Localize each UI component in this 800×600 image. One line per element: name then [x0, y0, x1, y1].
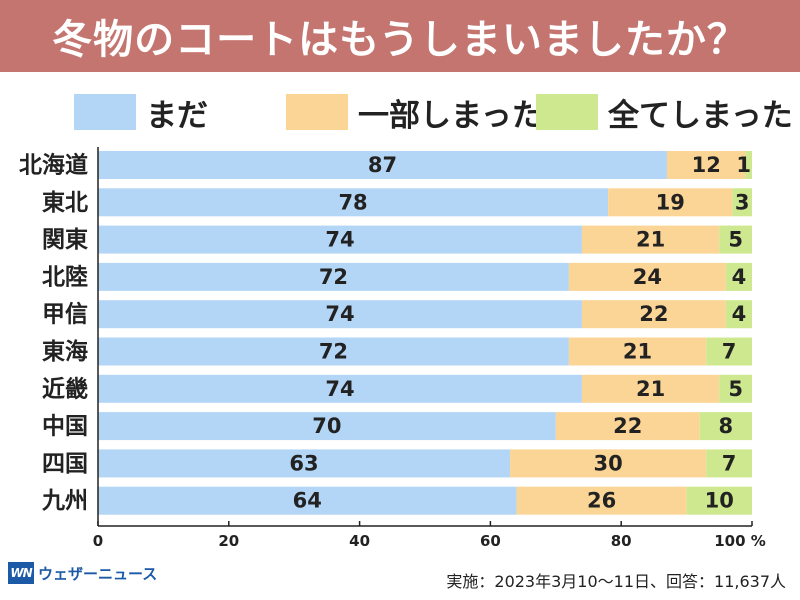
data-label-all: 7	[722, 340, 737, 364]
legend-label-all: 全てしまった	[608, 97, 793, 134]
legend-swatch-partly	[286, 94, 348, 130]
data-label-all: 5	[728, 377, 743, 401]
chart-title: 冬物のコートはもうしまいましたか？	[52, 17, 748, 63]
bar-segment-not-yet	[98, 337, 569, 366]
data-label-all: 3	[735, 190, 750, 214]
category-label: 近畿	[42, 376, 88, 402]
data-label-not-yet: 63	[289, 451, 318, 475]
data-label-all: 4	[732, 265, 747, 289]
bar-segment-all	[719, 225, 752, 254]
legend-item-partly: 一部しまった	[286, 86, 543, 138]
data-label-not-yet: 87	[368, 153, 397, 177]
data-label-not-yet: 72	[319, 340, 348, 364]
bar-segment-partly	[568, 337, 707, 366]
bar-segment-partly	[510, 449, 707, 478]
category-label: 関東	[42, 227, 88, 253]
legend-label-partly: 一部しまった	[358, 97, 543, 134]
bar-segment-all	[732, 188, 752, 217]
data-label-not-yet: 70	[312, 414, 341, 438]
bar-segment-partly	[581, 300, 726, 329]
bar-segment-partly	[666, 151, 746, 179]
data-label-partly: 12	[692, 153, 721, 177]
bar-segment-not-yet	[98, 300, 582, 329]
data-label-partly: 22	[639, 302, 668, 326]
bar-segment-not-yet	[98, 188, 609, 217]
data-label-not-yet: 74	[325, 377, 354, 401]
title-bar: 冬物のコートはもうしまいましたか？	[0, 0, 800, 72]
legend-label-not-yet: まだ	[146, 97, 208, 134]
bar-segment-all	[699, 412, 752, 441]
x-tick-label: 0	[93, 532, 103, 550]
bar-segment-not-yet	[98, 486, 517, 515]
x-tick-label: 40	[349, 532, 370, 550]
category-label: 東海	[42, 338, 88, 365]
bar-segment-all	[725, 300, 752, 329]
data-label-all: 10	[705, 489, 734, 513]
data-label-not-yet: 72	[319, 265, 348, 289]
bar-segment-not-yet	[98, 449, 511, 478]
data-label-partly: 22	[613, 414, 642, 438]
data-label-not-yet: 74	[325, 302, 354, 326]
bar-segment-partly	[581, 374, 720, 403]
bar-segment-all	[686, 486, 752, 515]
x-tick-label: 20	[218, 532, 239, 550]
bar-segment-all	[706, 449, 752, 478]
legend-item-all: 全てしまった	[536, 86, 793, 138]
data-label-partly: 21	[636, 228, 665, 252]
data-label-all: 8	[719, 414, 734, 438]
logo-text: ウェザーニュース	[38, 564, 158, 583]
x-tick-label: 100 %	[714, 532, 766, 550]
x-tick-label: 60	[480, 532, 501, 550]
data-label-not-yet: 74	[325, 228, 354, 252]
bar-segment-partly	[516, 486, 687, 515]
bar-segment-partly	[555, 412, 700, 441]
data-label-not-yet: 78	[338, 190, 367, 214]
bar-segment-all	[725, 262, 752, 291]
bar-segment-all	[706, 337, 752, 366]
bar-segment-all	[745, 151, 752, 179]
bar-segment-not-yet	[98, 225, 582, 254]
legend-swatch-not-yet	[74, 94, 136, 130]
category-label: 甲信	[42, 301, 88, 328]
logo-mark: WN	[8, 562, 34, 584]
category-label: 北陸	[42, 264, 88, 290]
data-label-all: 5	[728, 228, 743, 252]
data-label-partly: 30	[594, 451, 623, 475]
category-label: 北海道	[19, 152, 88, 179]
bar-segment-not-yet	[98, 262, 569, 291]
weathernews-logo: WN ウェザーニュース	[8, 562, 157, 584]
data-label-partly: 21	[636, 377, 665, 401]
data-label-partly: 19	[656, 190, 685, 214]
survey-note: 実施：2023年3月10～11日、回答：11,637人	[446, 572, 786, 591]
data-label-all: 1	[736, 153, 751, 177]
bar-segment-not-yet	[98, 151, 667, 179]
legend-item-not-yet: まだ	[74, 86, 208, 138]
x-tick-label: 80	[611, 532, 632, 550]
data-label-partly: 26	[587, 489, 616, 513]
data-label-all: 4	[732, 302, 747, 326]
legend: まだ 一部しまった 全てしまった	[0, 86, 800, 138]
bar-segment-partly	[581, 225, 720, 254]
legend-swatch-all	[536, 94, 598, 130]
bar-segment-not-yet	[98, 412, 556, 441]
category-label: 九州	[41, 488, 88, 514]
bar-segment-not-yet	[98, 374, 582, 403]
data-label-all: 7	[722, 451, 737, 475]
stacked-bar-chart: 北海道 87 12 1東北 78 19 3関東 74 21 5北陸 72 24 4甲信 74 22 4東海 72…	[19, 147, 766, 550]
category-label: 四国	[42, 451, 88, 477]
bar-segment-partly	[568, 262, 726, 291]
data-label-not-yet: 64	[293, 489, 322, 513]
category-label: 東北	[42, 190, 88, 216]
bar-segment-all	[719, 374, 752, 403]
data-label-partly: 21	[623, 340, 652, 364]
category-label: 中国	[42, 414, 88, 440]
data-label-partly: 24	[633, 265, 662, 289]
bar-segment-partly	[608, 188, 733, 217]
